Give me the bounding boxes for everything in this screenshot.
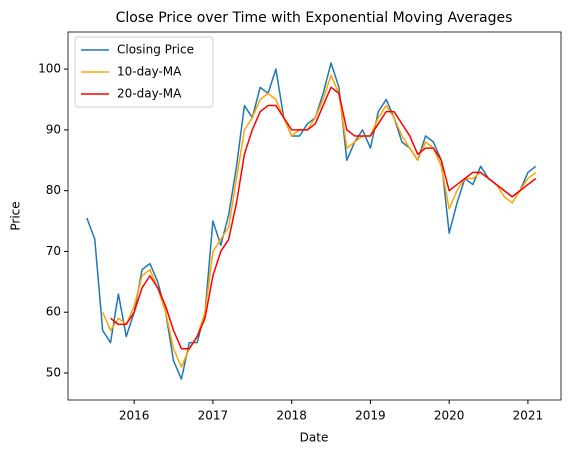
series-line xyxy=(110,86,537,350)
x-tick-label: 2019 xyxy=(355,409,386,423)
y-tick-label: 50 xyxy=(46,366,61,380)
x-tick-label: 2020 xyxy=(434,409,465,423)
series-line xyxy=(101,74,537,368)
chart-title: Close Price over Time with Exponential M… xyxy=(116,10,513,26)
legend-label: Closing Price xyxy=(117,43,194,57)
y-tick-label: 80 xyxy=(46,183,61,197)
y-axis-label: Price xyxy=(9,201,23,230)
legend-label: 20-day-MA xyxy=(117,87,182,101)
x-tick-label: 2017 xyxy=(198,409,229,423)
x-tick-label: 2021 xyxy=(513,409,544,423)
series-line xyxy=(86,62,537,380)
legend-box xyxy=(74,36,214,108)
y-tick-label: 100 xyxy=(38,62,61,76)
x-axis-label: Date xyxy=(300,431,329,445)
y-tick-label: 90 xyxy=(46,122,61,136)
x-tick-label: 2016 xyxy=(119,409,150,423)
y-tick-label: 60 xyxy=(46,305,61,319)
x-tick-label: 2018 xyxy=(276,409,307,423)
y-tick-label: 70 xyxy=(46,244,61,258)
legend-label: 10-day-MA xyxy=(117,65,182,79)
plot-frame xyxy=(67,31,562,401)
